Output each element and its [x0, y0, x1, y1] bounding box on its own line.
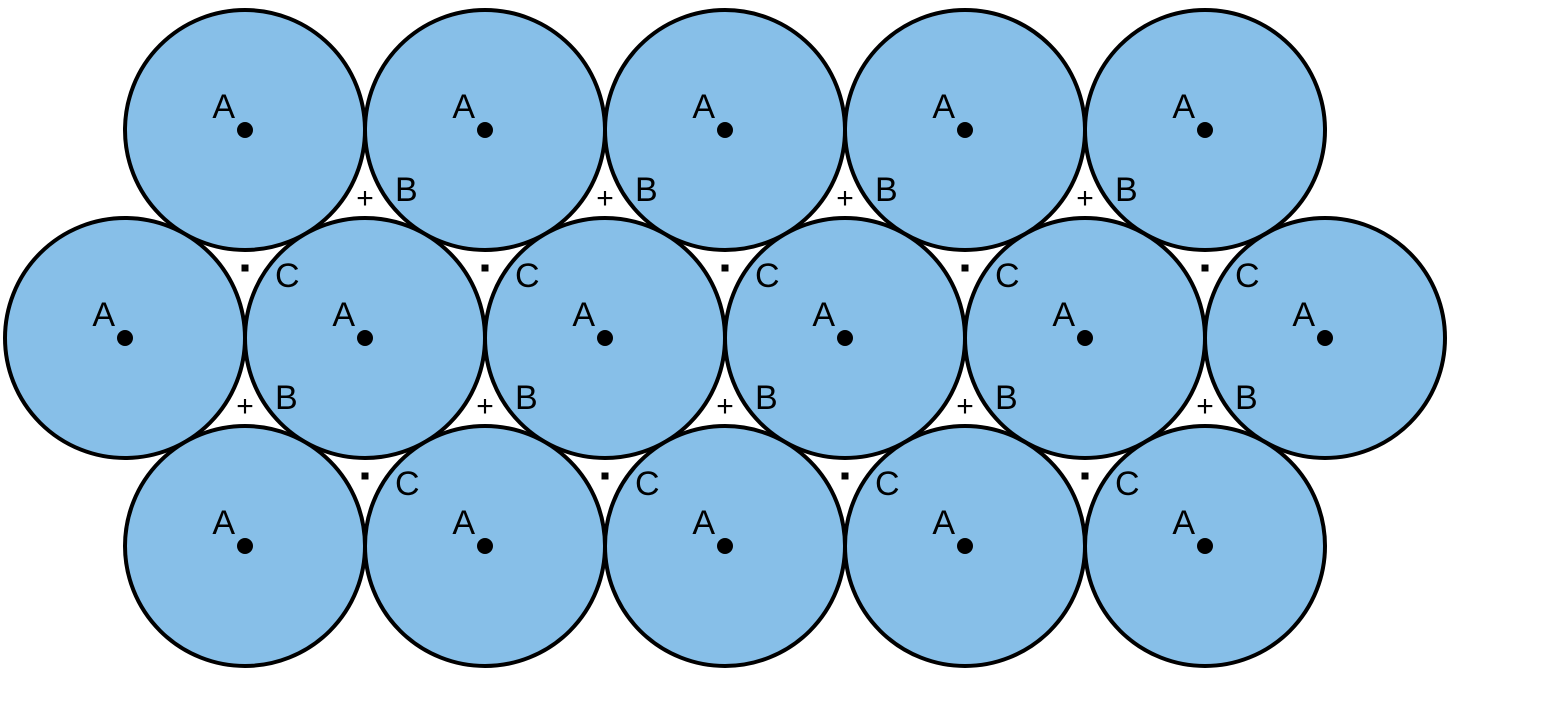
- a-site-dot: [1077, 330, 1093, 346]
- a-label: A: [1292, 296, 1315, 334]
- c-site-dot: [1202, 265, 1209, 272]
- packing-diagram: A A A A A A A A A A A A A A A A + B + B + B + B + B + B + B + B + B C C C C C C…: [0, 0, 1561, 711]
- a-label: A: [692, 504, 715, 542]
- a-label: A: [812, 296, 835, 334]
- a-site-dot: [237, 538, 253, 554]
- a-site-dot: [837, 330, 853, 346]
- c-label: C: [395, 465, 420, 503]
- c-site-dot: [722, 265, 729, 272]
- b-site-plus: +: [236, 390, 254, 423]
- a-label: A: [572, 296, 595, 334]
- a-site-dot: [1317, 330, 1333, 346]
- b-label: B: [875, 171, 898, 209]
- a-site-dot: [1197, 538, 1213, 554]
- a-label: A: [452, 504, 475, 542]
- b-site-plus: +: [596, 182, 614, 215]
- a-label: A: [212, 504, 235, 542]
- a-label: A: [1052, 296, 1075, 334]
- c-label: C: [995, 257, 1020, 295]
- a-site-dot: [357, 330, 373, 346]
- b-label: B: [635, 171, 658, 209]
- a-site-dot: [477, 122, 493, 138]
- a-site-dot: [477, 538, 493, 554]
- c-site-dot: [962, 265, 969, 272]
- b-site-plus: +: [476, 390, 494, 423]
- b-site-plus: +: [1076, 182, 1094, 215]
- b-label: B: [1115, 171, 1138, 209]
- a-site-dot: [957, 122, 973, 138]
- b-label: B: [395, 171, 418, 209]
- c-label: C: [515, 257, 540, 295]
- a-site-dot: [117, 330, 133, 346]
- c-site-dot: [242, 265, 249, 272]
- c-label: C: [875, 465, 900, 503]
- a-label: A: [92, 296, 115, 334]
- b-site-plus: +: [356, 182, 374, 215]
- c-site-dot: [1082, 473, 1089, 480]
- a-label: A: [692, 88, 715, 126]
- c-label: C: [635, 465, 660, 503]
- c-site-dot: [842, 473, 849, 480]
- c-site-dot: [362, 473, 369, 480]
- c-site-dot: [482, 265, 489, 272]
- b-site-plus: +: [716, 390, 734, 423]
- a-label: A: [332, 296, 355, 334]
- b-site-plus: +: [836, 182, 854, 215]
- a-site-dot: [1197, 122, 1213, 138]
- c-label: C: [1235, 257, 1260, 295]
- a-label: A: [932, 504, 955, 542]
- a-site-dot: [597, 330, 613, 346]
- a-label: A: [932, 88, 955, 126]
- a-site-dot: [717, 122, 733, 138]
- b-label: B: [275, 379, 298, 417]
- c-site-dot: [602, 473, 609, 480]
- a-label: A: [1172, 88, 1195, 126]
- a-label: A: [452, 88, 475, 126]
- b-site-plus: +: [1196, 390, 1214, 423]
- c-label: C: [275, 257, 300, 295]
- a-site-dot: [957, 538, 973, 554]
- a-site-dot: [237, 122, 253, 138]
- b-label: B: [755, 379, 778, 417]
- a-label: A: [212, 88, 235, 126]
- c-label: C: [755, 257, 780, 295]
- b-label: B: [995, 379, 1018, 417]
- a-site-dot: [717, 538, 733, 554]
- b-site-plus: +: [956, 390, 974, 423]
- c-label: C: [1115, 465, 1140, 503]
- a-label: A: [1172, 504, 1195, 542]
- b-label: B: [515, 379, 538, 417]
- b-label: B: [1235, 379, 1258, 417]
